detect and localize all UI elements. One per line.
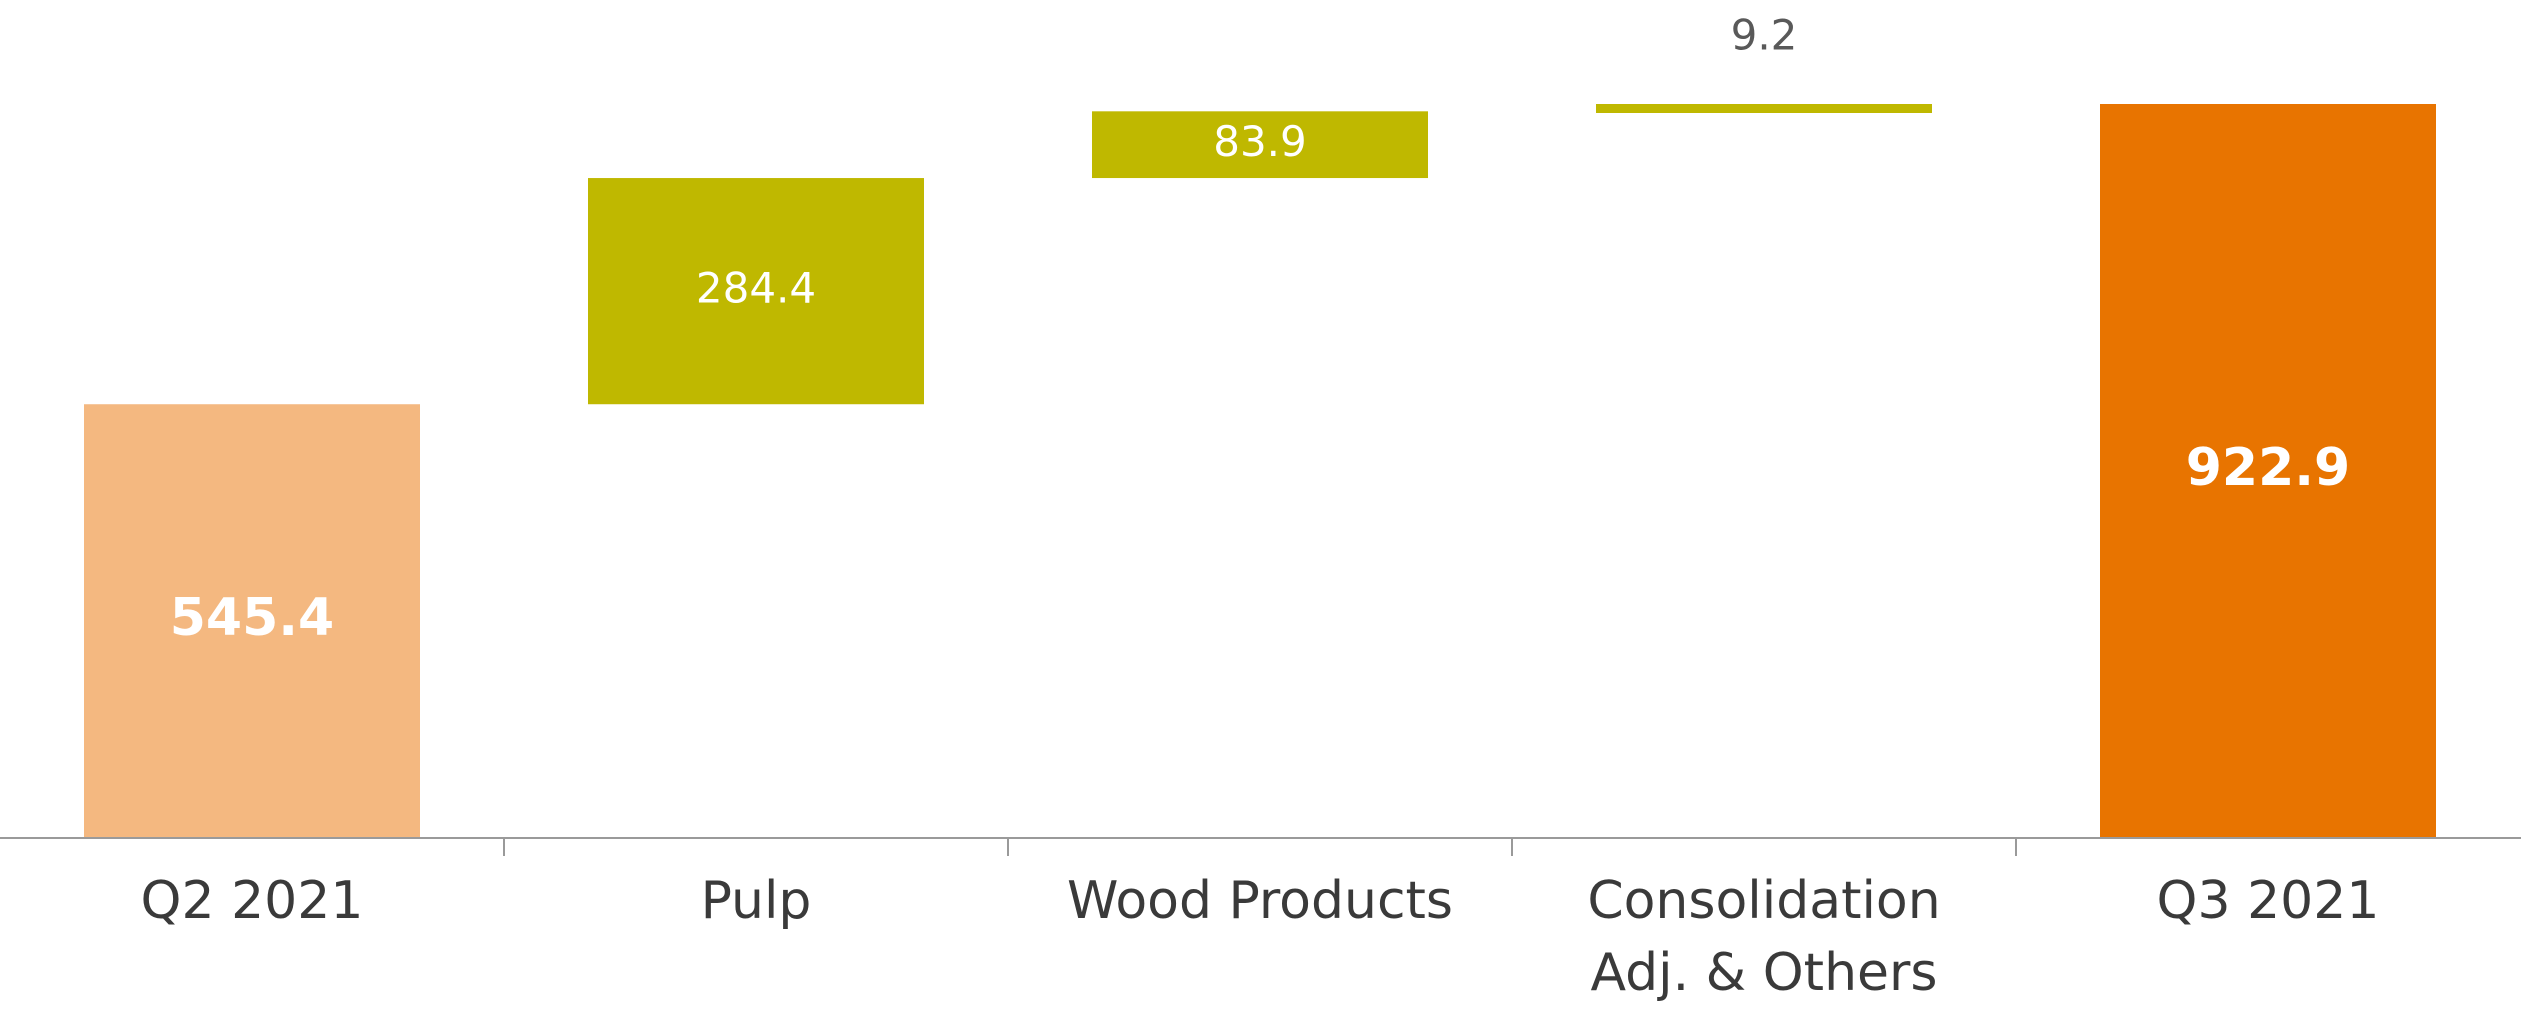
x-axis — [0, 837, 2521, 856]
value-label-1: 284.4 — [696, 264, 816, 313]
value-labels-layer: 545.4 284.4 83.9 9.2 922.9 — [170, 11, 2350, 649]
bar-4 — [2100, 104, 2436, 838]
category-labels-layer: Q2 2021 Pulp Wood Products Consolidation Adj… — [141, 871, 2380, 1003]
category-label-2: Wood Products — [1067, 871, 1453, 931]
category-label-1: Pulp — [701, 871, 812, 931]
value-label-2: 83.9 — [1213, 117, 1307, 166]
bar-1 — [588, 178, 924, 405]
category-label-3-line-1: Adj. & Others — [1591, 943, 1938, 1003]
bar-0 — [84, 404, 420, 838]
bars-layer — [84, 104, 2436, 838]
bar-2 — [1092, 111, 1428, 179]
bar-3 — [1596, 104, 1932, 113]
value-label-0: 545.4 — [170, 588, 334, 648]
category-label-4: Q3 2021 — [2157, 871, 2380, 931]
value-label-4: 922.9 — [2186, 438, 2350, 498]
category-label-3-line-0: Consolidation — [1587, 871, 1940, 931]
value-label-3: 9.2 — [1731, 11, 1798, 60]
category-label-0: Q2 2021 — [141, 871, 364, 931]
